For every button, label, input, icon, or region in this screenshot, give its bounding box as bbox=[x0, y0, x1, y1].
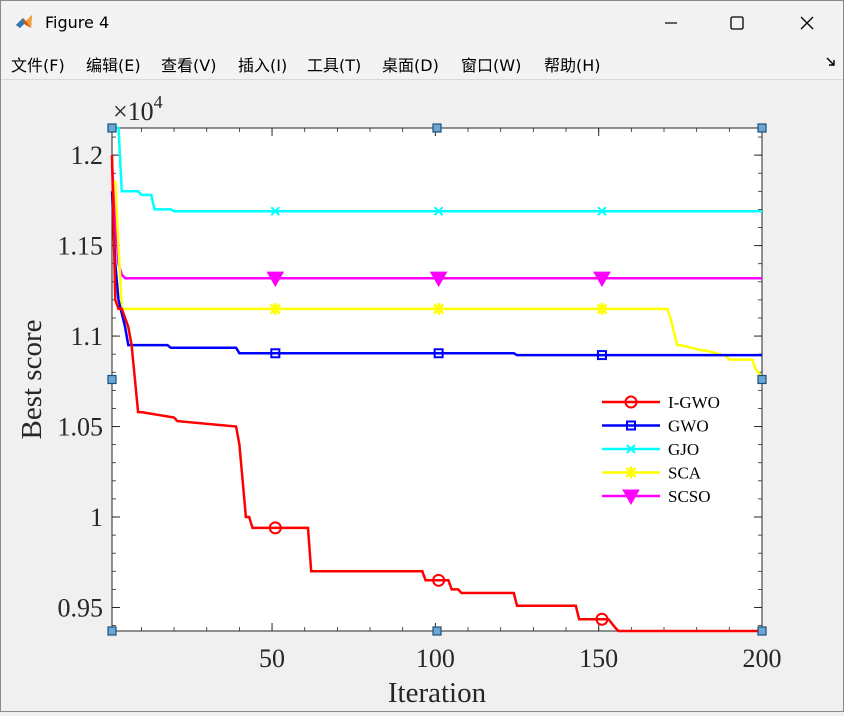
plot-area bbox=[111, 127, 763, 632]
selection-handle bbox=[757, 123, 767, 133]
selection-handle bbox=[107, 626, 117, 636]
legend-marker bbox=[625, 466, 637, 479]
chart: 0.95 1 1.05 1.1 1.15 1.2 50 100 150 200 ×104 Iterat… bbox=[16, 92, 782, 709]
series-line bbox=[112, 181, 764, 379]
legend-label: GWO bbox=[668, 417, 709, 436]
series-line bbox=[110, 191, 762, 357]
menu-edit[interactable]: 编辑(E) bbox=[86, 56, 141, 75]
y-axis-label: Best score bbox=[16, 320, 48, 440]
menu-file[interactable]: 文件(F) bbox=[11, 56, 65, 75]
selection-handle bbox=[432, 123, 442, 133]
selection-handle bbox=[757, 374, 767, 385]
x-tick-label: 100 bbox=[416, 644, 455, 673]
series-marker bbox=[270, 348, 281, 359]
maximize-icon bbox=[730, 16, 744, 30]
legend-marker bbox=[622, 489, 640, 506]
series-marker bbox=[595, 612, 609, 626]
series-marker bbox=[597, 206, 607, 216]
dock-arrow-icon[interactable] bbox=[825, 56, 837, 68]
figure-canvas: 0.95 1 1.05 1.1 1.15 1.2 50 100 150 200 ×104 Iterat… bbox=[1, 80, 843, 711]
menu-help[interactable]: 帮助(H) bbox=[544, 56, 601, 75]
series-marker bbox=[595, 302, 608, 315]
legend-label: I-GWO bbox=[668, 393, 720, 412]
series-gjo bbox=[112, 126, 762, 216]
series-marker bbox=[270, 206, 281, 216]
y-tick-label: 1.15 bbox=[58, 232, 104, 261]
series-sca bbox=[112, 181, 764, 379]
series-marker bbox=[432, 302, 445, 315]
selection-handle bbox=[757, 626, 767, 636]
title-bar[interactable]: Figure 4 bbox=[1, 1, 843, 45]
series-marker bbox=[596, 350, 607, 361]
legend-marker bbox=[626, 420, 636, 431]
menu-tools[interactable]: 工具(T) bbox=[307, 56, 362, 75]
x-tick-label: 200 bbox=[743, 644, 782, 673]
menu-bar: 文件(F) 编辑(E) 查看(V) 插入(I) 工具(T) 桌面(D) 窗口(W… bbox=[1, 45, 843, 80]
legend-label: GJO bbox=[668, 440, 699, 459]
legend: I-GWO GWO GJO SCA SCSO bbox=[602, 393, 720, 506]
close-button[interactable] bbox=[784, 1, 830, 45]
menu-desktop[interactable]: 桌面(D) bbox=[382, 56, 439, 75]
x-tick-label: 150 bbox=[579, 644, 618, 673]
series-marker bbox=[268, 521, 282, 535]
legend-marker bbox=[626, 444, 636, 454]
menu-window[interactable]: 窗口(W) bbox=[461, 56, 522, 75]
legend-label: SCSO bbox=[668, 487, 711, 506]
y-tick-label: 1 bbox=[90, 503, 103, 532]
maximize-button[interactable] bbox=[714, 1, 760, 45]
series-marker bbox=[266, 271, 285, 288]
series-line bbox=[112, 126, 762, 213]
series-marker bbox=[433, 348, 444, 359]
legend-label: SCA bbox=[668, 464, 702, 483]
series-marker bbox=[432, 573, 446, 587]
series-marker bbox=[269, 302, 282, 315]
x-axis-label: Iteration bbox=[388, 677, 487, 709]
window-title: Figure 4 bbox=[45, 13, 110, 32]
close-icon bbox=[800, 16, 814, 30]
series-gwo bbox=[110, 191, 762, 361]
minimize-icon bbox=[665, 22, 677, 24]
matlab-icon bbox=[16, 15, 32, 28]
y-tick-label: 1.2 bbox=[71, 141, 104, 170]
y-exponent-label: ×104 bbox=[113, 92, 163, 126]
menu-view[interactable]: 查看(V) bbox=[161, 56, 217, 75]
minimize-button[interactable] bbox=[648, 1, 694, 45]
legend-marker bbox=[624, 395, 638, 409]
y-exponent-power: 4 bbox=[154, 92, 163, 112]
menu-insert[interactable]: 插入(I) bbox=[238, 56, 288, 75]
series-i-gwo bbox=[110, 155, 762, 633]
selection-handle bbox=[107, 374, 117, 385]
selection-handle bbox=[107, 123, 117, 133]
y-tick-label: 1.05 bbox=[58, 413, 104, 442]
y-tick-label: 0.95 bbox=[58, 593, 104, 622]
selection-handle bbox=[432, 626, 442, 636]
series-marker bbox=[433, 206, 444, 216]
x-tick-label: 50 bbox=[259, 644, 285, 673]
series-marker bbox=[429, 271, 448, 288]
y-tick-label: 1.1 bbox=[71, 322, 104, 351]
series-marker bbox=[593, 271, 611, 288]
